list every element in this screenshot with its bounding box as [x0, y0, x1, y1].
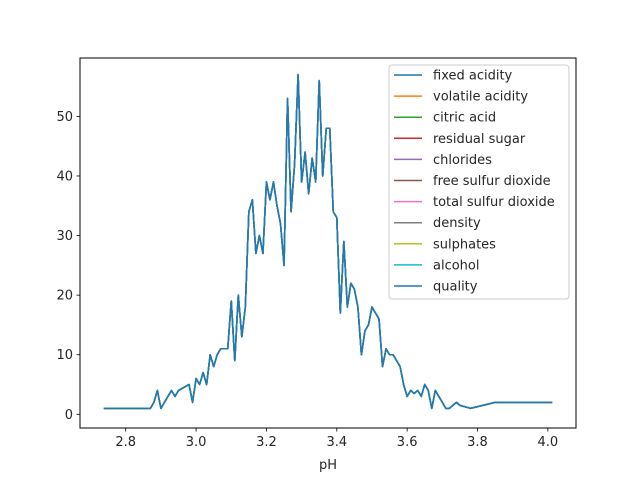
series-layer: [103, 73, 553, 410]
x-tick-label: 3.4: [326, 435, 347, 450]
x-tick-label: 3.8: [467, 435, 488, 450]
y-tick-label: 50: [56, 110, 73, 125]
y-tick-label: 20: [56, 289, 73, 304]
x-axis-ticks: 2.8 3.0 3.2 3.4 3.6 3.8 4.0: [115, 428, 558, 450]
y-tick-label: 10: [56, 348, 73, 363]
legend-label: chlorides: [433, 153, 492, 168]
legend-label: residual sugar: [433, 132, 526, 147]
y-tick-label: 40: [56, 169, 73, 184]
legend-items: fixed acidity volatile acidity citric acid…: [394, 69, 555, 295]
plot-area: [79, 57, 577, 429]
x-tick-label: 3.6: [397, 435, 418, 450]
legend-label: sulphates: [433, 237, 496, 252]
legend-label: density: [433, 216, 481, 231]
legend-label: fixed acidity: [433, 69, 513, 84]
y-tick-label: 0: [65, 408, 73, 423]
axes-frame: [79, 57, 577, 429]
legend-box: [388, 64, 570, 300]
x-tick-label: 3.0: [186, 435, 207, 450]
legend-label: alcohol: [433, 258, 479, 273]
legend-label: volatile acidity: [433, 90, 528, 105]
y-tick-label: 30: [56, 229, 73, 244]
legend-label: free sulfur dioxide: [433, 174, 551, 189]
x-tick-label: 3.2: [256, 435, 277, 450]
legend: fixed acidity volatile acidity citric acid…: [388, 64, 570, 300]
x-tick-label: 2.8: [115, 435, 136, 450]
legend-label: quality: [433, 280, 478, 295]
x-axis-label: pH: [319, 458, 337, 473]
legend-label: citric acid: [433, 111, 496, 126]
series-line-10: [103, 73, 553, 410]
y-axis-ticks: 0 10 20 30 40 50: [56, 110, 80, 423]
x-tick-label: 4.0: [538, 435, 559, 450]
legend-label: total sulfur dioxide: [433, 195, 555, 210]
